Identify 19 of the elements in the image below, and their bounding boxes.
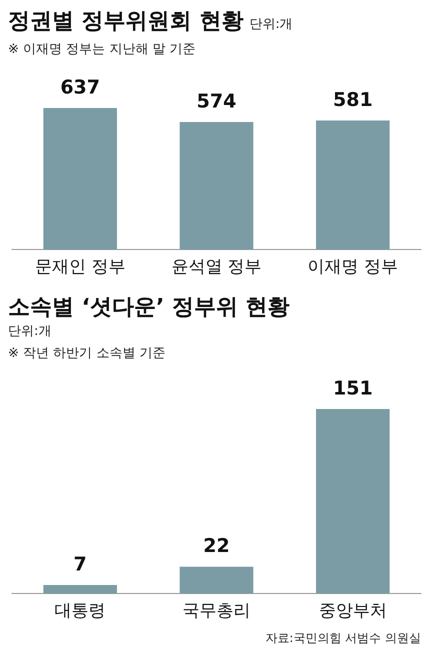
x-tick-label: 중앙부처 <box>318 601 387 622</box>
chart-subtitle: 단위:개 <box>249 16 293 33</box>
chart-title: 정권별 정부위원회 현황 <box>8 8 244 36</box>
data-label: 581 <box>332 88 373 111</box>
x-tick-label: 국무총리 <box>182 601 250 622</box>
chart-subtitle: 단위:개 <box>8 323 52 340</box>
x-tick-label: 문재인 정부 <box>34 257 126 278</box>
text: 자료:국민의힘 서범수 의원실 <box>264 630 422 647</box>
data-label: 7 <box>74 553 87 576</box>
data-label: 574 <box>196 90 236 112</box>
data-label: 637 <box>60 76 100 98</box>
data-label: 151 <box>332 377 373 400</box>
chart-title: 소속별 ‘셧다운’ 정부위 현황 <box>8 294 290 322</box>
text: ※ 작년 하반기 소속별 기준 <box>8 345 166 362</box>
x-tick-label: 이재명 정부 <box>308 257 398 278</box>
text: ※ 이재명 정부는 지난해 말 기준 <box>8 41 197 58</box>
x-tick-label: 윤석열 정부 <box>171 257 262 278</box>
data-label: 22 <box>203 535 230 558</box>
x-tick-label: 대통령 <box>54 601 106 622</box>
